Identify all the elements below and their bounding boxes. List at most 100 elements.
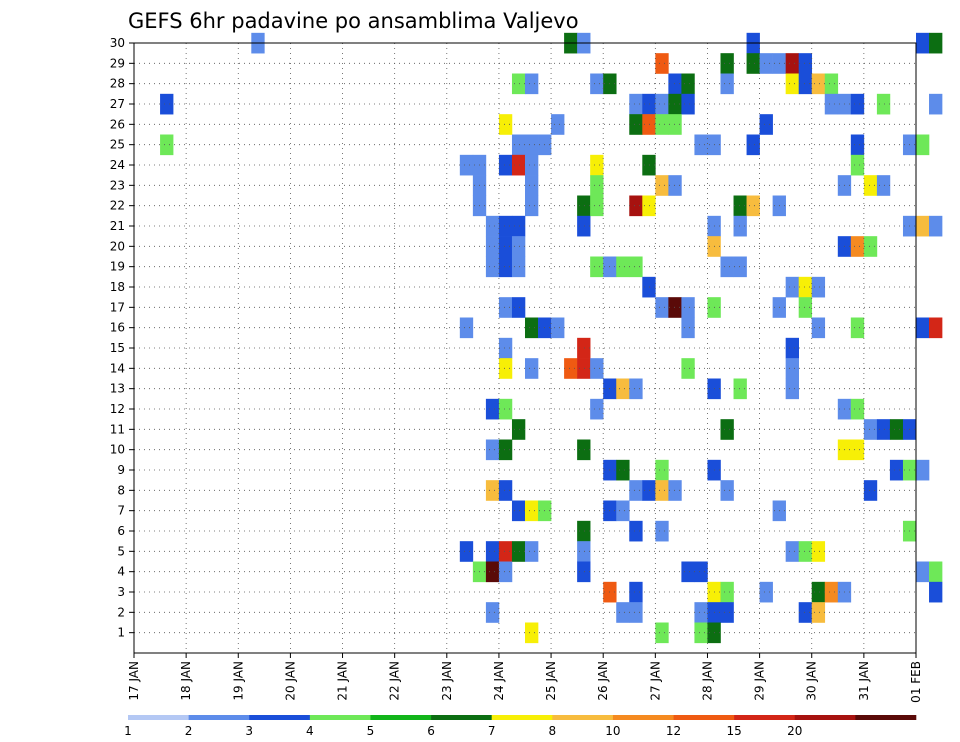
heatmap-cell xyxy=(720,602,734,623)
heatmap-cell xyxy=(498,561,513,583)
y-tick-label: 23 xyxy=(110,178,125,192)
heatmap-cell xyxy=(824,581,839,603)
heatmap-cell xyxy=(590,175,604,196)
colorbar-swatch xyxy=(612,715,674,720)
x-tick-label: 22 JAN xyxy=(388,661,402,701)
colorbar-swatch xyxy=(370,715,432,720)
heatmap-cell xyxy=(863,480,878,501)
heatmap-cell xyxy=(733,215,747,237)
heatmap-cell xyxy=(785,378,799,400)
heatmap-cell xyxy=(733,195,747,217)
heatmap-cell xyxy=(511,215,526,237)
heatmap-cell xyxy=(850,317,865,339)
heatmap-cell xyxy=(929,32,943,54)
x-axis-ticks: 17 JAN 18 JAN 19 JAN 20 JAN 21 JAN 22 JAN 23 J… xyxy=(127,653,923,703)
heatmap-cell xyxy=(498,215,513,237)
heatmap-cell xyxy=(498,337,513,359)
heatmap-cell xyxy=(876,419,891,440)
heatmap-cell xyxy=(577,561,591,583)
heatmap-cell xyxy=(590,73,604,95)
heatmap-cell xyxy=(798,276,813,298)
y-tick-label: 1 xyxy=(117,626,125,640)
x-tick-label: 17 JAN xyxy=(127,661,141,701)
heatmap-cell xyxy=(798,541,813,562)
heatmap-cell xyxy=(681,93,695,115)
y-tick-label: 30 xyxy=(110,36,125,50)
grid-lines xyxy=(133,42,917,653)
heatmap-cell xyxy=(511,236,526,257)
heatmap-cell xyxy=(577,215,591,237)
heatmap-cell xyxy=(459,541,474,562)
y-tick-label: 15 xyxy=(110,341,125,355)
heatmap-cell xyxy=(720,581,734,603)
y-tick-label: 10 xyxy=(110,443,125,457)
heatmap-cell xyxy=(498,297,513,318)
x-tick-label: 24 JAN xyxy=(492,661,506,701)
heatmap-cell xyxy=(498,439,513,461)
heatmap-cell xyxy=(525,134,539,156)
heatmap-cell xyxy=(511,500,526,522)
x-tick-label: 28 JAN xyxy=(700,661,714,701)
y-tick-label: 21 xyxy=(110,219,125,233)
heatmap-cell xyxy=(929,581,943,603)
heatmap-cell xyxy=(733,256,747,278)
heatmap-cell xyxy=(681,73,695,95)
heatmap-cell xyxy=(655,480,669,501)
heatmap-cell xyxy=(525,500,539,522)
x-tick-label: 23 JAN xyxy=(440,661,454,701)
colorbar-label: 15 xyxy=(727,724,742,738)
heatmap-cell xyxy=(785,73,799,95)
heatmap-cell xyxy=(511,154,526,176)
heatmap-cell xyxy=(511,419,526,440)
heatmap-cell xyxy=(655,520,669,542)
colorbar-label: 2 xyxy=(185,724,193,738)
y-tick-label: 7 xyxy=(117,504,125,518)
heatmap-cell xyxy=(629,195,643,217)
y-tick-label: 24 xyxy=(110,158,125,172)
heatmap-cell xyxy=(798,73,813,95)
heatmap-cell xyxy=(929,215,943,237)
x-tick-label: 21 JAN xyxy=(336,661,350,701)
heatmap-cell xyxy=(525,175,539,196)
heatmap-cell xyxy=(511,297,526,318)
heatmap-cell xyxy=(577,541,591,562)
heatmap-cell xyxy=(160,93,174,115)
y-tick-label: 4 xyxy=(117,565,125,579)
heatmap-cell xyxy=(929,561,943,583)
heatmap-cell xyxy=(811,541,826,562)
heatmap-cell xyxy=(720,53,734,74)
colorbar-swatch xyxy=(794,715,856,720)
heatmap-cell xyxy=(681,297,695,318)
heatmap-cell xyxy=(850,439,865,461)
heatmap-cell xyxy=(485,602,500,623)
heatmap-cell xyxy=(759,114,773,135)
heatmap-cell xyxy=(485,215,500,237)
y-axis-ticks: 1234567891011121314151617181920212223242… xyxy=(110,36,134,640)
heatmap-cell xyxy=(616,459,630,481)
heatmap-cell xyxy=(824,93,839,115)
heatmap-cell xyxy=(916,317,930,339)
heatmap-cell xyxy=(564,358,578,379)
heatmap-cell xyxy=(511,134,526,156)
colorbar-label: 3 xyxy=(245,724,253,738)
heatmap-cell xyxy=(485,236,500,257)
heatmap-cell xyxy=(485,480,500,501)
heatmap-cell xyxy=(785,541,799,562)
heatmap-cell xyxy=(863,236,878,257)
y-tick-label: 6 xyxy=(117,524,125,538)
heatmap-cell xyxy=(733,378,747,400)
heatmap-cell xyxy=(525,154,539,176)
heatmap-cell xyxy=(694,134,708,156)
colorbar-swatch xyxy=(552,715,614,720)
heatmap-cell xyxy=(824,73,839,95)
heatmap-cell xyxy=(668,114,682,135)
heatmap-cell xyxy=(681,561,695,583)
y-tick-label: 26 xyxy=(110,117,125,131)
heatmap-cell xyxy=(642,154,656,176)
heatmap-cell xyxy=(642,480,656,501)
y-tick-label: 2 xyxy=(117,605,125,619)
colorbar-label: 20 xyxy=(787,724,802,738)
x-tick-label: 25 JAN xyxy=(544,661,558,701)
heatmap-cell xyxy=(655,297,669,318)
